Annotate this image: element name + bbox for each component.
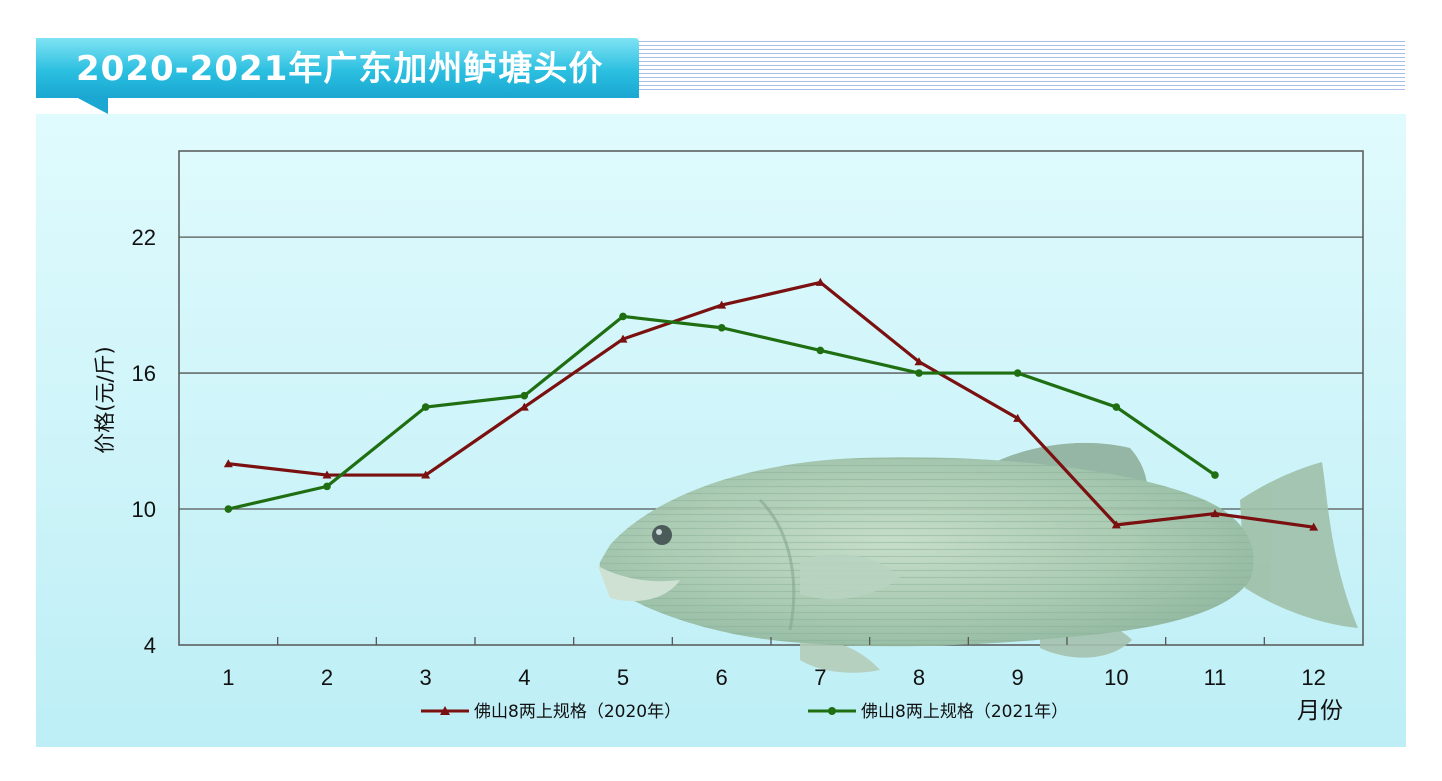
data-point xyxy=(1111,520,1121,529)
x-tick-label: 9 xyxy=(1012,665,1024,690)
series-line-0 xyxy=(228,280,1314,529)
data-point xyxy=(421,403,430,411)
data-point xyxy=(815,277,825,286)
x-tick-label: 3 xyxy=(420,665,432,690)
x-tick-label: 12 xyxy=(1301,665,1325,690)
data-point xyxy=(1210,509,1220,518)
legend-label-2021: 佛山8两上规格（2021年） xyxy=(861,702,1068,722)
data-point xyxy=(1211,471,1219,479)
fish-illustration xyxy=(598,442,1358,673)
data-point xyxy=(915,369,923,377)
data-point xyxy=(618,334,628,343)
x-tick-label: 6 xyxy=(716,665,728,690)
data-point xyxy=(1309,522,1319,531)
y-axis-label: 价格(元/斤) xyxy=(93,346,117,453)
legend-marker-2021 xyxy=(828,707,836,715)
data-point xyxy=(816,346,825,355)
x-tick-label: 8 xyxy=(913,665,925,690)
y-tick-label: 16 xyxy=(132,361,156,386)
data-point xyxy=(619,312,627,321)
data-point xyxy=(520,391,529,400)
data-point xyxy=(421,470,431,479)
y-tick-label: 10 xyxy=(132,497,156,522)
data-point xyxy=(224,505,233,513)
data-point xyxy=(519,402,529,411)
chart-title: 2020-2021年广东加州鲈塘头价 xyxy=(76,49,604,89)
legend-marker-2020 xyxy=(440,706,450,715)
y-tick-label: 4 xyxy=(144,633,156,658)
data-point xyxy=(1013,413,1023,422)
data-point xyxy=(914,357,924,366)
title-banner xyxy=(36,38,639,98)
y-tick-label: 22 xyxy=(132,225,156,250)
data-point xyxy=(322,470,332,479)
x-tick-label: 4 xyxy=(518,665,530,690)
data-point xyxy=(1013,369,1022,377)
data-point xyxy=(717,300,727,309)
x-tick-label: 5 xyxy=(617,665,629,690)
x-tick-label: 2 xyxy=(321,665,333,690)
data-point xyxy=(1112,403,1121,411)
data-point xyxy=(717,323,726,332)
x-axis-label: 月份 xyxy=(1297,698,1343,724)
data-point xyxy=(223,459,233,468)
chart-panel xyxy=(36,114,1406,747)
legend: 佛山8两上规格（2020年） 佛山8两上规格（2021年） xyxy=(421,702,1068,722)
title-banner-tail xyxy=(74,96,108,114)
x-tick-label: 11 xyxy=(1204,665,1227,690)
x-tick-label: 10 xyxy=(1104,665,1128,690)
legend-label-2020: 佛山8两上规格（2020年） xyxy=(474,702,681,722)
x-tick-label: 7 xyxy=(814,665,826,690)
x-tick-label: 1 xyxy=(222,665,234,690)
data-point xyxy=(323,482,331,491)
title-stripe-decoration xyxy=(639,41,1405,91)
